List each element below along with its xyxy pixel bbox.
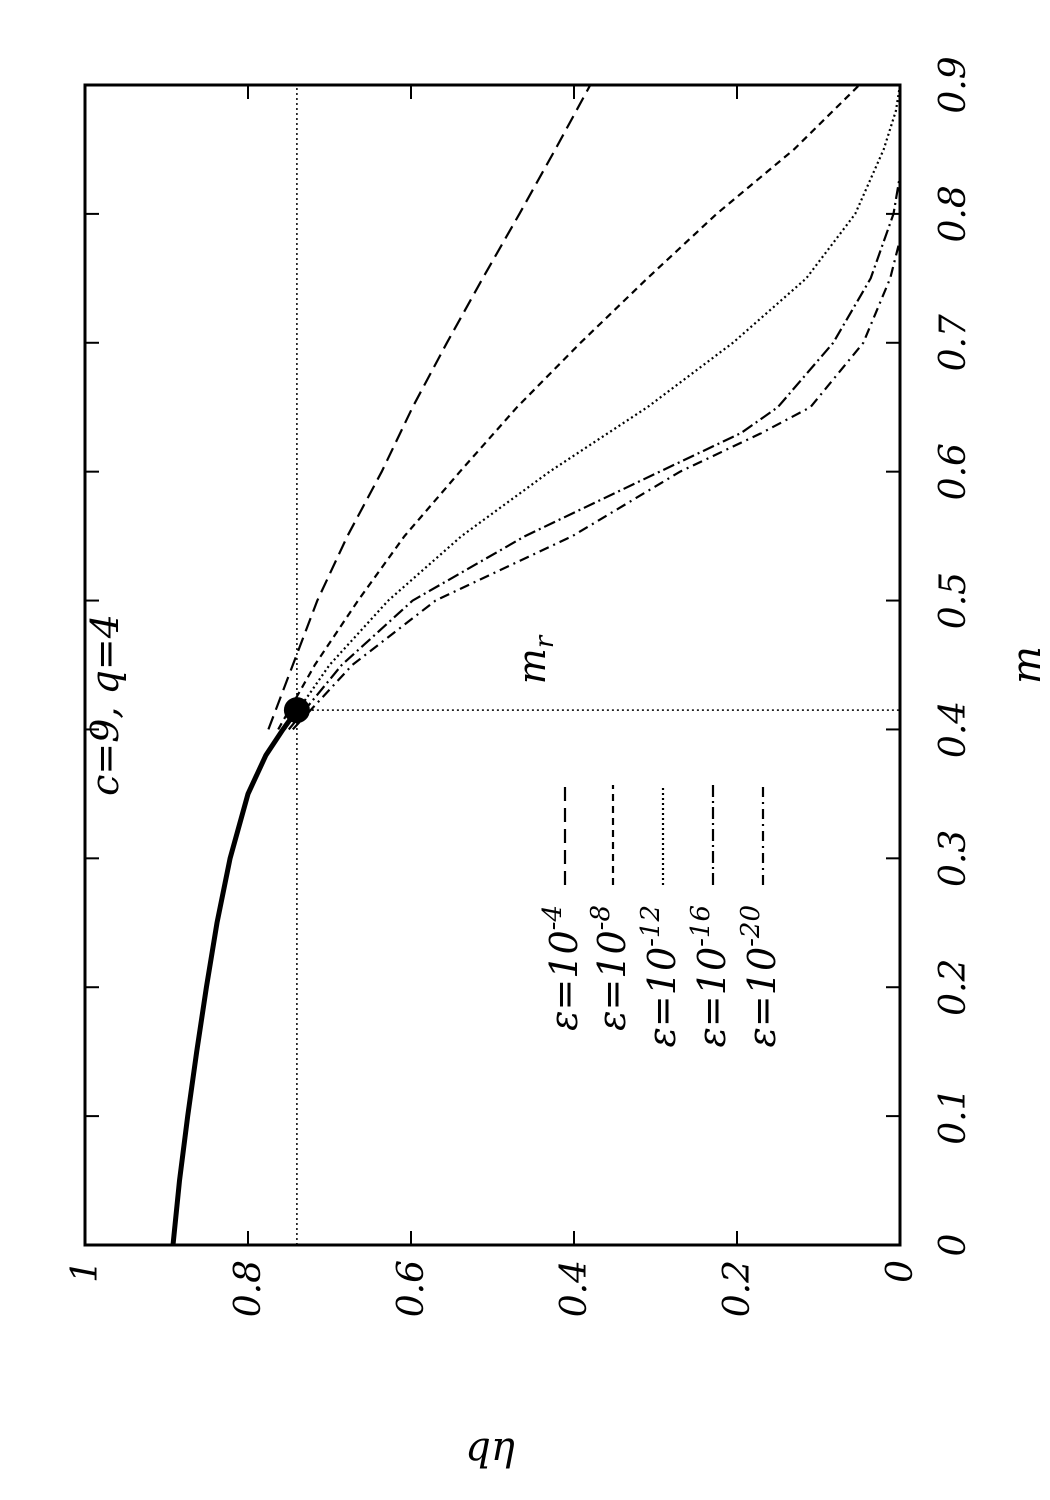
y-axis-label: qη: [465, 1424, 515, 1470]
legend-label-5: ε=10-20: [736, 905, 784, 1047]
series-line-2: [277, 84, 861, 730]
y-tick-label: 0.4: [554, 1260, 595, 1317]
series-line-3: [283, 84, 902, 731]
series-line-1: [267, 84, 592, 730]
x-tick-label: 0.8: [933, 185, 974, 242]
legend-label-base: ε=10: [690, 947, 734, 1048]
series-line-4: [287, 175, 902, 731]
y-tick-label: 0.2: [717, 1260, 758, 1317]
x-tick-label: 0.6: [933, 443, 974, 500]
x-tick-label: 0.5: [933, 572, 974, 629]
legend: ε=10-4ε=10-8ε=10-12ε=10-16ε=10-20: [538, 785, 784, 1047]
legend-label-base: ε=10: [590, 930, 634, 1031]
legend-label-base: ε=10: [542, 930, 586, 1031]
y-tick-label: 0: [880, 1260, 921, 1283]
legend-label-exponent: -12: [636, 905, 666, 947]
legend-label-exponent: -8: [586, 905, 616, 930]
legend-label-exponent: -16: [686, 905, 716, 947]
x-tick-label: 0.4: [933, 701, 974, 758]
chart-annotation: c=9, q=4: [83, 614, 127, 796]
y-tick-label: 0.8: [228, 1260, 269, 1317]
legend-label-2: ε=10-8: [586, 905, 634, 1031]
x-tick-label: 0.2: [933, 959, 974, 1016]
x-tick-label: 0.7: [933, 314, 974, 371]
x-axis-label: m: [1004, 646, 1050, 684]
legend-label-base: ε=10: [740, 947, 784, 1048]
marker-label: mr: [510, 634, 560, 684]
marker-label-sub: r: [530, 634, 560, 648]
marker-label-main: m: [510, 648, 554, 684]
series-line-5: [291, 239, 902, 731]
y-axis-label-group: qη: [465, 1424, 515, 1470]
x-tick-label: 0.1: [933, 1087, 974, 1144]
critical-point-marker: [283, 697, 310, 724]
legend-label-4: ε=10-16: [686, 905, 734, 1047]
legend-label-exponent: -20: [736, 905, 766, 947]
legend-label-exponent: -4: [538, 905, 568, 930]
legend-label-1: ε=10-4: [538, 905, 586, 1031]
y-tick-label: 1: [65, 1260, 106, 1283]
x-tick-label: 0.3: [933, 830, 974, 887]
y-tick-label: 0.6: [391, 1260, 432, 1317]
x-tick-label: 0: [933, 1234, 974, 1257]
main-curve: [170, 708, 299, 1246]
legend-label-3: ε=10-12: [636, 905, 684, 1047]
legend-label-base: ε=10: [640, 947, 684, 1048]
plot-frame: [83, 83, 902, 1247]
x-tick-label: 0.9: [933, 56, 974, 113]
